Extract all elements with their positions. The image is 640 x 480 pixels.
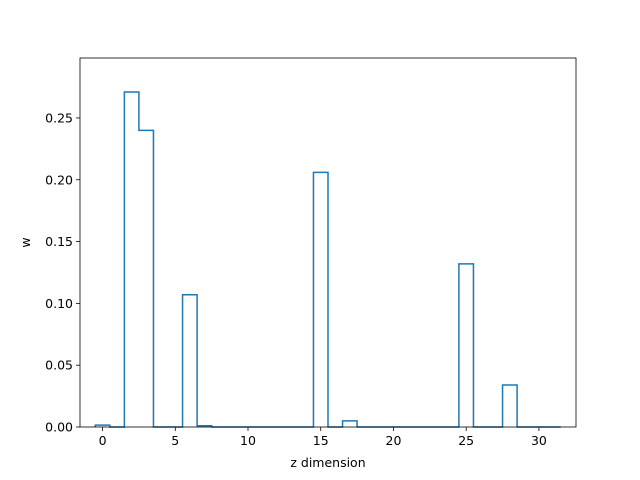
- plot-frame: [79, 57, 577, 428]
- x-tick-label: 10: [240, 433, 256, 448]
- x-tick-label: 25: [458, 433, 474, 448]
- y-tick-label: 0.15: [45, 234, 73, 249]
- y-tick-label: 0.20: [45, 172, 73, 187]
- x-tick-label: 15: [313, 433, 329, 448]
- y-tick-label: 0.05: [45, 358, 73, 373]
- x-axis-label: z dimension: [290, 455, 365, 470]
- x-axis-ticks: 0 5 10 15 20 25 30: [99, 427, 547, 448]
- x-tick-label: 0: [99, 433, 107, 448]
- y-axis-ticks: 0.00 0.05 0.10 0.15 0.20 0.25: [45, 110, 80, 435]
- y-tick-label: 0.10: [45, 296, 73, 311]
- y-tick-label: 0.00: [45, 420, 73, 435]
- y-tick-label: 0.25: [45, 110, 73, 125]
- y-axis-label: w: [18, 237, 33, 247]
- x-tick-label: 5: [171, 433, 179, 448]
- x-tick-label: 20: [386, 433, 402, 448]
- x-tick-label: 30: [531, 433, 547, 448]
